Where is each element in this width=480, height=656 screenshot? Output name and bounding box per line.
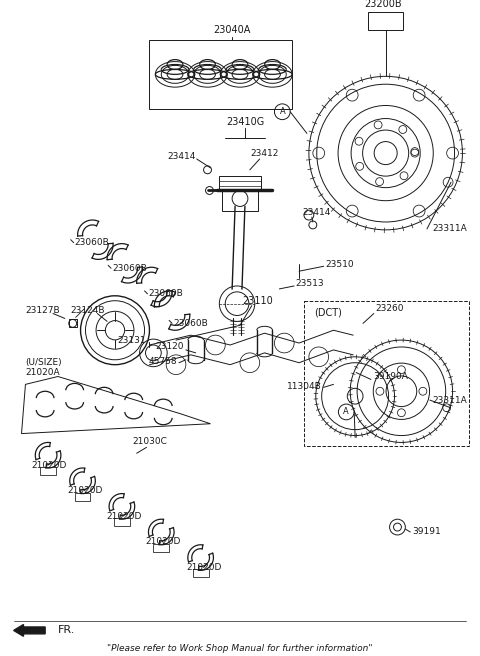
Text: 23260: 23260 <box>376 304 404 313</box>
Bar <box>219 176 261 191</box>
Text: "Please refer to Work Shop Manual for further information": "Please refer to Work Shop Manual for fu… <box>107 644 373 653</box>
Text: (U/SIZE): (U/SIZE) <box>25 358 62 367</box>
Bar <box>114 518 130 526</box>
Text: 23414: 23414 <box>302 208 331 216</box>
Text: 23414: 23414 <box>168 152 196 161</box>
Text: 23110: 23110 <box>242 296 273 306</box>
Text: 23060B: 23060B <box>112 264 147 273</box>
Bar <box>222 191 258 211</box>
Bar <box>75 493 90 501</box>
Bar <box>304 300 469 446</box>
Text: 23412: 23412 <box>251 149 279 157</box>
Text: 23060B: 23060B <box>75 238 109 247</box>
Bar <box>40 467 56 475</box>
Text: (DCT): (DCT) <box>314 308 342 318</box>
Bar <box>149 40 292 109</box>
Bar <box>193 569 208 577</box>
Text: 21020D: 21020D <box>187 563 222 572</box>
Text: 23124B: 23124B <box>71 306 105 315</box>
Text: 11304B: 11304B <box>287 382 321 391</box>
Text: 23060B: 23060B <box>148 289 183 298</box>
Text: 23127B: 23127B <box>25 306 60 315</box>
Text: 23510: 23510 <box>325 260 354 269</box>
Text: FR.: FR. <box>58 625 75 636</box>
Text: 21020D: 21020D <box>68 486 103 495</box>
Text: 23060B: 23060B <box>173 319 208 328</box>
Text: 21020A: 21020A <box>25 368 60 377</box>
Text: A: A <box>279 108 285 116</box>
Text: 23513: 23513 <box>295 279 324 289</box>
Bar <box>69 319 77 327</box>
Text: 21030C: 21030C <box>132 437 167 446</box>
Text: 23410G: 23410G <box>226 117 264 127</box>
Text: 21020D: 21020D <box>31 461 67 470</box>
Text: 23131: 23131 <box>118 336 146 344</box>
Text: 45758: 45758 <box>149 358 178 366</box>
Text: 21020D: 21020D <box>145 537 181 546</box>
FancyArrow shape <box>13 625 45 636</box>
Text: 23120: 23120 <box>155 342 183 352</box>
Text: 23311A: 23311A <box>432 224 467 234</box>
Bar <box>368 12 403 30</box>
Text: 23311A: 23311A <box>432 396 467 405</box>
Text: A: A <box>343 407 349 417</box>
Text: 23200B: 23200B <box>364 0 401 9</box>
Text: 39190A: 39190A <box>373 372 408 381</box>
Text: 23040A: 23040A <box>214 25 251 35</box>
Text: 21020D: 21020D <box>106 512 142 521</box>
Bar <box>154 544 169 552</box>
Text: 39191: 39191 <box>412 527 441 537</box>
